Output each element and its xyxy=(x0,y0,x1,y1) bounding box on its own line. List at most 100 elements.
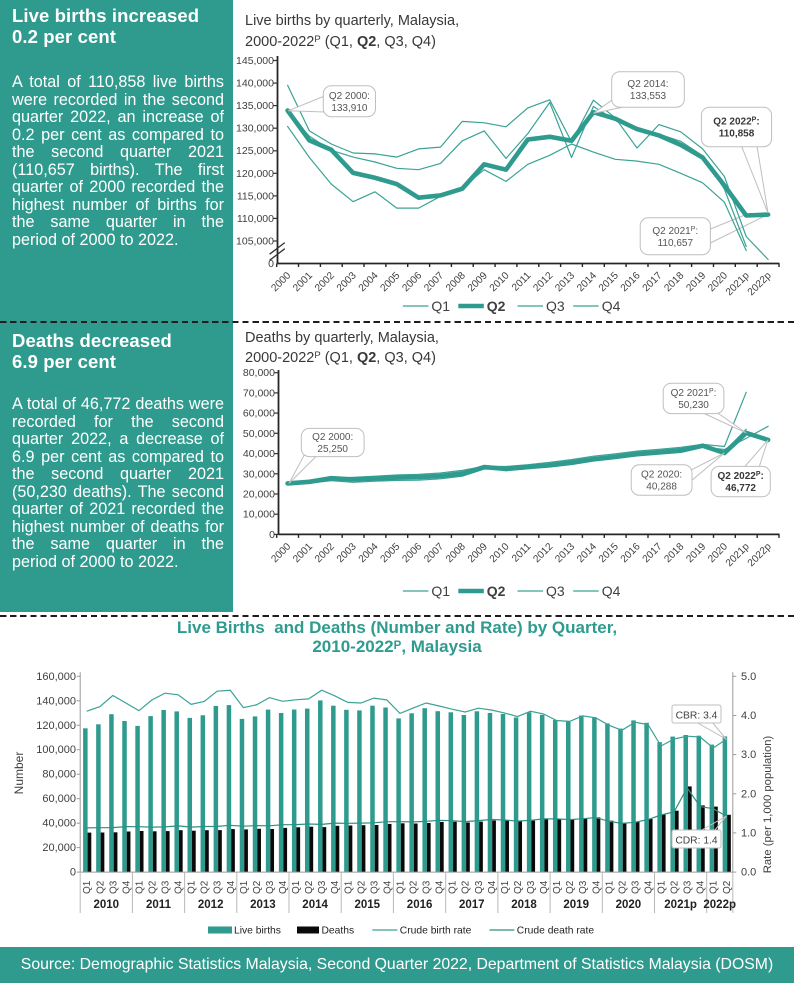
svg-text:Crude birth rate: Crude birth rate xyxy=(400,926,472,937)
svg-text:2018: 2018 xyxy=(663,270,687,294)
svg-text:2002: 2002 xyxy=(313,270,337,294)
svg-text:Q1: Q1 xyxy=(291,880,302,894)
svg-text:0: 0 xyxy=(269,529,275,541)
svg-text:Q1: Q1 xyxy=(500,880,511,894)
svg-text:2004: 2004 xyxy=(357,270,381,294)
svg-text:Q2 2021P:: Q2 2021P: xyxy=(652,226,698,237)
svg-text:Q3: Q3 xyxy=(546,583,565,599)
svg-text:Number: Number xyxy=(12,752,26,795)
svg-text:Live births: Live births xyxy=(234,926,281,937)
svg-text:Q4: Q4 xyxy=(487,880,498,894)
svg-text:Q4: Q4 xyxy=(591,880,602,894)
svg-text:0: 0 xyxy=(70,867,76,879)
svg-text:2014: 2014 xyxy=(575,270,599,294)
svg-text:2.0: 2.0 xyxy=(741,788,756,800)
svg-text:2018: 2018 xyxy=(663,541,687,565)
svg-text:2011: 2011 xyxy=(510,270,534,294)
svg-text:Q3: Q3 xyxy=(578,880,589,894)
svg-text:2019: 2019 xyxy=(684,270,708,294)
svg-text:Live births by quarterly, Mala: Live births by quarterly, Malaysia, xyxy=(245,13,459,29)
svg-text:Q3: Q3 xyxy=(422,880,433,894)
svg-text:133,910: 133,910 xyxy=(331,103,368,114)
svg-text:Q2: Q2 xyxy=(722,880,733,894)
svg-text:Q3: Q3 xyxy=(317,880,328,894)
svg-text:Q1: Q1 xyxy=(431,298,450,314)
svg-text:2019: 2019 xyxy=(684,541,708,565)
svg-text:2011: 2011 xyxy=(146,899,172,911)
svg-text:2013: 2013 xyxy=(553,270,577,294)
svg-text:Crude death rate: Crude death rate xyxy=(517,926,595,937)
svg-text:135,000: 135,000 xyxy=(236,100,274,112)
svg-text:Q2: Q2 xyxy=(356,880,367,894)
svg-text:2020: 2020 xyxy=(616,899,642,911)
svg-text:0.0: 0.0 xyxy=(741,867,756,879)
svg-text:2012: 2012 xyxy=(198,899,224,911)
svg-text:2011: 2011 xyxy=(510,541,534,565)
svg-text:3.0: 3.0 xyxy=(741,749,756,761)
svg-text:Q1: Q1 xyxy=(343,880,354,894)
svg-text:Q4: Q4 xyxy=(644,880,655,894)
svg-text:125,000: 125,000 xyxy=(236,145,274,157)
svg-text:Q2: Q2 xyxy=(513,880,524,894)
svg-text:2010-2022P, Malaysia: 2010-2022P, Malaysia xyxy=(312,637,482,656)
svg-text:Q3: Q3 xyxy=(474,880,485,894)
svg-text:Q1: Q1 xyxy=(187,880,198,894)
svg-text:Deaths: Deaths xyxy=(322,926,355,937)
svg-text:2021p: 2021p xyxy=(724,541,752,569)
svg-text:2014: 2014 xyxy=(302,899,328,911)
svg-text:Q2: Q2 xyxy=(148,880,159,894)
svg-text:Q2 2020:: Q2 2020: xyxy=(641,470,682,481)
svg-text:Q2: Q2 xyxy=(617,880,628,894)
svg-text:100,000: 100,000 xyxy=(36,744,76,756)
svg-text:Q1: Q1 xyxy=(709,880,720,894)
svg-text:CDR: 1.4: CDR: 1.4 xyxy=(675,836,718,847)
svg-text:CBR: 3.4: CBR: 3.4 xyxy=(676,711,718,722)
svg-text:Q2: Q2 xyxy=(304,880,315,894)
svg-text:2019: 2019 xyxy=(563,899,589,911)
svg-text:Q1: Q1 xyxy=(239,880,250,894)
svg-text:Q2: Q2 xyxy=(670,880,681,894)
svg-text:2004: 2004 xyxy=(357,541,381,565)
svg-text:Q2: Q2 xyxy=(487,298,506,314)
svg-text:110,657: 110,657 xyxy=(658,238,694,249)
svg-text:120,000: 120,000 xyxy=(236,168,274,180)
svg-text:Q4: Q4 xyxy=(330,880,341,894)
svg-text:2006: 2006 xyxy=(400,270,424,294)
svg-text:2001: 2001 xyxy=(291,541,315,565)
svg-text:105,000: 105,000 xyxy=(236,236,274,248)
svg-text:160,000: 160,000 xyxy=(36,671,76,683)
svg-text:Q2: Q2 xyxy=(409,880,420,894)
svg-text:2000: 2000 xyxy=(269,541,293,565)
svg-text:2006: 2006 xyxy=(400,541,424,565)
svg-text:2014: 2014 xyxy=(575,541,599,565)
svg-text:Q4: Q4 xyxy=(435,880,446,894)
svg-text:40,288: 40,288 xyxy=(646,482,677,493)
svg-text:2010: 2010 xyxy=(488,270,512,294)
svg-text:Q4: Q4 xyxy=(539,880,550,894)
svg-text:2017: 2017 xyxy=(641,270,665,294)
svg-text:80,000: 80,000 xyxy=(42,769,76,781)
svg-text:2009: 2009 xyxy=(466,270,490,294)
svg-text:80,000: 80,000 xyxy=(243,367,275,379)
svg-text:2015: 2015 xyxy=(355,899,381,911)
svg-text:133,553: 133,553 xyxy=(630,91,667,102)
svg-text:140,000: 140,000 xyxy=(236,78,274,90)
svg-text:130,000: 130,000 xyxy=(236,123,274,135)
svg-text:2001: 2001 xyxy=(291,270,315,294)
svg-text:120,000: 120,000 xyxy=(36,720,76,732)
svg-text:Q4: Q4 xyxy=(174,880,185,894)
svg-text:Q3: Q3 xyxy=(526,880,537,894)
svg-text:2007: 2007 xyxy=(422,270,446,294)
svg-text:2015: 2015 xyxy=(597,270,621,294)
svg-text:115,000: 115,000 xyxy=(237,190,274,202)
svg-text:Q2 2022P:: Q2 2022P: xyxy=(713,116,759,127)
svg-text:2017: 2017 xyxy=(641,541,665,565)
svg-text:2002: 2002 xyxy=(313,541,337,565)
svg-text:2012: 2012 xyxy=(532,270,556,294)
svg-text:Q3: Q3 xyxy=(546,298,565,314)
svg-text:2016: 2016 xyxy=(619,270,643,294)
svg-text:0: 0 xyxy=(268,258,274,270)
svg-text:2005: 2005 xyxy=(379,541,403,565)
svg-text:Q1: Q1 xyxy=(82,880,93,894)
svg-text:2013: 2013 xyxy=(250,899,276,911)
